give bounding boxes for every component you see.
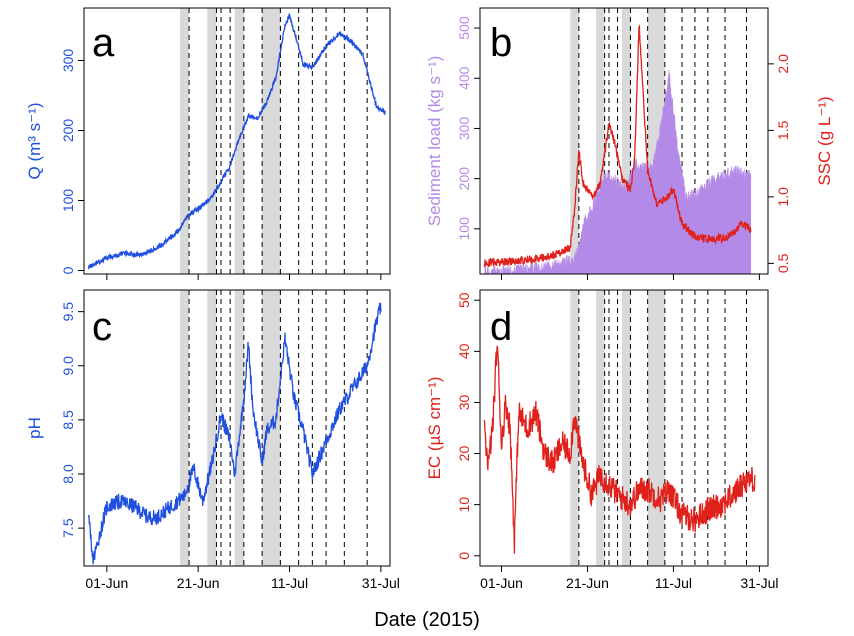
panel-a-shaded-period-0 <box>179 8 190 274</box>
panel-d-ytick-label-3: 30 <box>456 394 472 410</box>
panel-b-letter: b <box>490 21 512 65</box>
panel-a-ylabel: Q (m³ s⁻¹) <box>25 103 44 180</box>
panel-a-ytick-label-2: 200 <box>60 119 76 143</box>
panel-c-shaded-period-0 <box>179 290 190 566</box>
panel-a-series-0-line <box>87 13 386 270</box>
panel-d-xtick-label-2: 11-Jul <box>655 575 692 591</box>
panel-d-shaded-period-3 <box>647 290 665 566</box>
panel-c-letter: c <box>92 305 112 349</box>
panel-b-ytick2-label-0: 0.5 <box>775 253 791 273</box>
panel-b-ytick-label-4: 500 <box>456 16 472 40</box>
panel-c-ytick-label-2: 8.5 <box>60 410 76 430</box>
panel-d-ytick-label-1: 10 <box>456 497 472 513</box>
panel-d-xtick-label-3: 31-Jul <box>740 575 778 591</box>
panel-b-series-0-area <box>484 69 752 275</box>
panel-d-xtick-label-0: 01-Jun <box>480 575 523 591</box>
panel-d-shaded-period-2 <box>621 290 631 566</box>
panel-d-ylabel: EC (µS cm⁻¹) <box>425 377 444 480</box>
panel-c-ytick-label-3: 9.0 <box>60 356 76 376</box>
panel-b-frame <box>479 7 769 275</box>
panel-a-ytick-label-1: 100 <box>60 189 76 213</box>
panel-b-shaded-period-1 <box>596 8 605 274</box>
panel-d-xtick-label-1: 21-Jun <box>566 575 609 591</box>
panel-d-letter: d <box>490 305 512 349</box>
panel-b: 100 200 300 400 500 0.5 1.0 1.5 2.0 b Sediment l… <box>425 7 834 280</box>
panel-a-shaded-period-3 <box>262 8 281 274</box>
panel-c-ytick-label-0: 7.5 <box>60 518 76 538</box>
panel-d: 01-Jun 21-Jun 11-Jul 31-Jul 0 10 20 30 40 50 d EC… <box>425 289 778 591</box>
panel-c-ytick-label-4: 9.5 <box>60 302 76 322</box>
panel-a-ytick-label-3: 300 <box>60 49 76 73</box>
panel-d-series-0-line <box>483 345 756 554</box>
panel-d-ytick-label-4: 40 <box>456 343 472 359</box>
panel-a-letter: a <box>92 21 115 65</box>
panel-c-ytick-label-1: 8.0 <box>60 464 76 484</box>
panel-c-shaded-period-2 <box>234 290 244 566</box>
panel-a: 0 100 200 300 a Q (m³ s⁻¹) <box>25 7 391 280</box>
panel-c-frame <box>83 289 391 567</box>
panel-c-shaded-period-3 <box>262 290 281 566</box>
panel-b-series-1-line <box>483 24 752 268</box>
panel-d-ytick-label-0: 0 <box>456 552 472 560</box>
panel-b-shaded-period-2 <box>621 8 631 274</box>
panel-c-xtick-label-0: 01-Jun <box>85 575 128 591</box>
panel-b-ytick-label-2: 300 <box>456 117 472 141</box>
panel-b-ytick2-label-3: 2.0 <box>775 54 791 74</box>
panel-d-ytick-label-5: 50 <box>456 292 472 308</box>
panel-b-ylabel: Sediment load (kg s⁻¹) <box>425 56 444 227</box>
panel-b-ytick-label-3: 400 <box>456 66 472 90</box>
panel-b-shaded-period-0 <box>570 8 579 274</box>
panel-c-ylabel: pH <box>25 417 44 439</box>
panel-b-ytick-label-1: 200 <box>456 167 472 191</box>
panel-c-xtick-label-1: 21-Jun <box>177 575 220 591</box>
panel-c-xtick-label-3: 31-Jul <box>362 575 400 591</box>
panel-b-ylabel2: SSC (g L⁻¹) <box>815 96 834 185</box>
panel-b-ytick2-label-1: 1.0 <box>775 187 791 207</box>
panel-c: 01-Jun 21-Jun 11-Jul 31-Jul7.58.08.59.09.5 … <box>25 289 400 591</box>
panel-c-shaded-period-1 <box>207 290 217 566</box>
panel-a-ytick-label-0: 0 <box>60 266 76 274</box>
panel-c-series-0-line <box>87 302 382 565</box>
panel-d-ytick-label-2: 20 <box>456 446 472 462</box>
x-axis-title: Date (2015) <box>374 609 480 631</box>
panel-c-xtick-label-2: 11-Jul <box>271 575 308 591</box>
panel-a-shaded-period-1 <box>207 8 217 274</box>
panel-d-frame <box>479 289 769 567</box>
panel-d-shaded-period-1 <box>596 290 605 566</box>
panel-a-shaded-period-2 <box>234 8 244 274</box>
panel-b-ytick-label-0: 100 <box>456 217 472 241</box>
panel-b-ytick2-label-2: 1.5 <box>775 120 791 140</box>
panel-a-frame <box>83 7 391 275</box>
